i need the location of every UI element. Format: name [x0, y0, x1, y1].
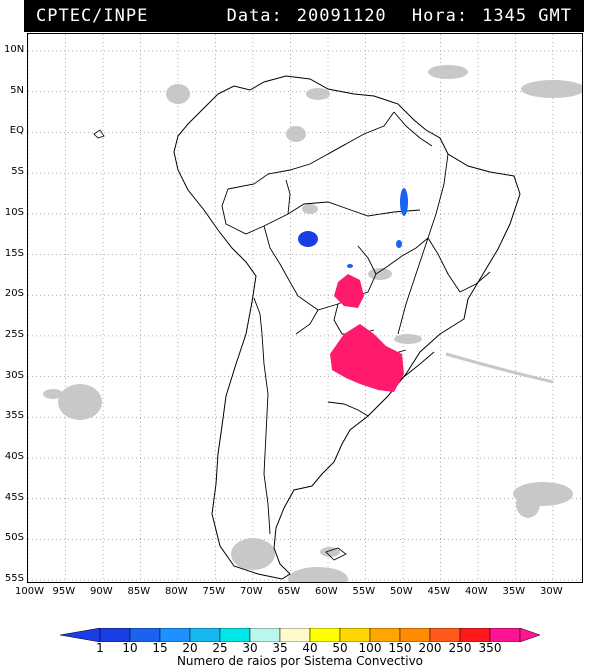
latitude-label: 50S [4, 532, 24, 544]
colorbar-segment [129, 628, 161, 642]
galapagos-islands [93, 129, 105, 139]
latitude-label: 10S [4, 206, 24, 218]
colorbar-segment [279, 628, 311, 642]
longitude-label: 90W [90, 586, 113, 597]
colorbar-tick-label: 350 [478, 641, 502, 655]
latitude-label: 5S [11, 166, 24, 178]
colorbar-right-arrow [519, 628, 540, 642]
legend-tick-labels: 1 10 15 20 25 30 35 40 50 100 150 200 250 350 [96, 641, 520, 655]
longitude-label: 85W [127, 586, 151, 597]
longitude-label: 95W [52, 586, 76, 597]
colorbar-segment [219, 628, 251, 642]
colorbar-segment [159, 628, 191, 642]
source-label: CPTEC/INPE [36, 6, 149, 26]
falkland-islands [325, 547, 347, 561]
colorbar-tick-label: 35 [272, 641, 288, 655]
system-blue-3 [396, 240, 402, 248]
system-blue-1 [298, 231, 318, 247]
convective-systems [298, 188, 408, 392]
date-value: 20091120 [296, 6, 387, 26]
system-blue-4 [347, 264, 353, 268]
colorbar-segment [189, 628, 221, 642]
colorbar-segment [429, 628, 461, 642]
colorbar-segment [249, 628, 281, 642]
colorbar-tick-label: 50 [332, 641, 348, 655]
legend-title: Numero de raios por Sistema Convectivo [176, 654, 424, 668]
colorbar-segment [459, 628, 491, 642]
longitude-label: 35W [502, 586, 526, 597]
colorbar-tick-label: 250 [448, 641, 472, 655]
longitude-label: 45W [427, 586, 451, 597]
title-bar: CPTEC/INPE Data: 20091120 Hora: 1345 GMT [24, 0, 584, 32]
system-blue-2 [400, 188, 408, 216]
longitude-label: 75W [202, 586, 226, 597]
latitude-label: 30S [4, 369, 24, 381]
cloud-cover [43, 65, 585, 591]
colorbar-segment [399, 628, 431, 642]
longitude-label: 40W [465, 586, 488, 597]
colorbar-tick-label: 25 [212, 641, 228, 655]
latitude-label: 5N [10, 84, 24, 96]
latitude-label: 40S [4, 451, 24, 462]
longitude-label: 80W [165, 586, 188, 597]
colorbar-left-arrow [60, 628, 101, 642]
latitude-label: EQ [9, 125, 24, 137]
longitude-label: 50W [390, 586, 413, 597]
date-label: Data: [226, 6, 283, 26]
colorbar-tick-label: 15 [152, 641, 168, 655]
system-magenta-1 [334, 274, 364, 308]
time-label: Hora: [411, 6, 469, 26]
cloud-band [445, 352, 554, 384]
system-magenta-2 [330, 324, 404, 392]
map-canvas [27, 34, 585, 591]
longitude-label: 30W [540, 586, 563, 597]
longitude-label: 60W [315, 586, 338, 597]
colorbar-segment [489, 628, 521, 642]
longitude-label: 65W [277, 586, 301, 597]
colorbar-tick-label: 100 [358, 641, 382, 655]
latitude-label: 20S [4, 288, 24, 300]
colorbar-segment [339, 628, 371, 642]
latitude-label: 25S [4, 328, 24, 340]
colorbar-segment [369, 628, 401, 642]
colorbar-segment [309, 628, 341, 642]
latitude-label: 45S [4, 491, 24, 503]
colorbar-tick-label: 20 [182, 641, 198, 655]
latitude-label: 55S [4, 573, 24, 585]
latitude-label: 35S [4, 410, 24, 422]
colorbar-segment [99, 628, 131, 642]
colorbar-tick-label: 30 [242, 641, 258, 655]
graticule [27, 34, 582, 582]
colorbar-tick-label: 10 [122, 641, 138, 655]
colorbar-tick-label: 40 [302, 641, 318, 655]
map-frame [27, 33, 585, 591]
longitude-label: 70W [240, 586, 263, 597]
colorbar-tick-label: 200 [418, 641, 442, 655]
legend-colorbar [60, 628, 540, 642]
colorbar-tick-label: 1 [96, 641, 104, 655]
south-america-coastline [173, 75, 521, 580]
country-borders [221, 111, 491, 535]
latitude-label: 10N [4, 44, 25, 55]
longitude-label: 100W [15, 586, 44, 597]
datetime-group: Data: 20091120 Hora: 1345 GMT [213, 6, 572, 26]
longitude-label: 55W [352, 586, 376, 597]
latitude-label: 15S [4, 247, 24, 259]
colorbar-tick-label: 150 [388, 641, 412, 655]
time-value: 1345 GMT [482, 6, 572, 26]
